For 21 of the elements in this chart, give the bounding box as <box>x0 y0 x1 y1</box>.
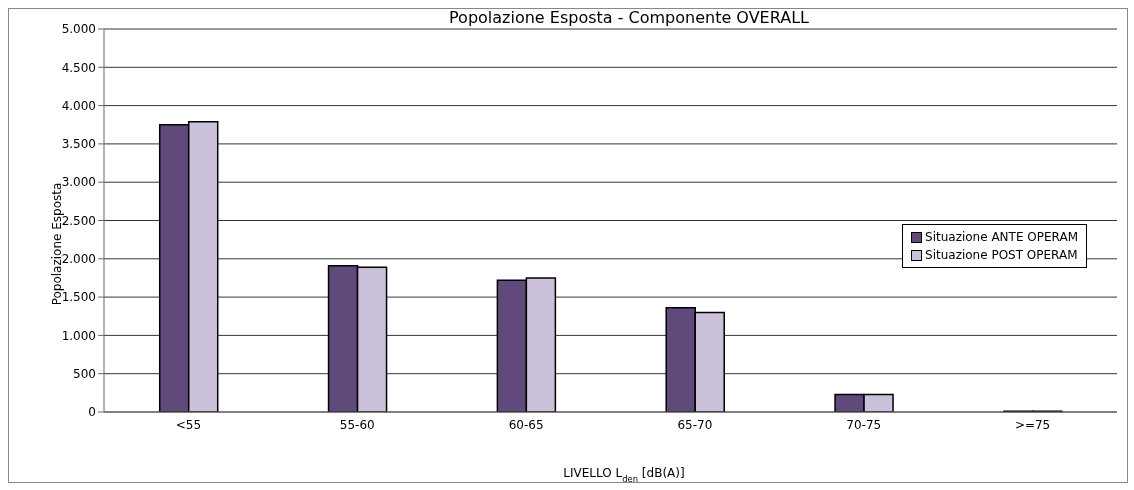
legend-label: Situazione POST OPERAM <box>925 247 1078 264</box>
x-tick-label: >=75 <box>1014 417 1051 432</box>
y-tick-label: 3.000 <box>61 175 96 190</box>
y-tick-label: 5.000 <box>61 22 96 37</box>
x-tick-label: 70-75 <box>846 417 882 432</box>
y-tick-label: 500 <box>73 366 96 381</box>
y-tick-label: 4.500 <box>61 60 96 75</box>
x-tick-label: 65-70 <box>677 417 713 432</box>
x-tick-label: 60-65 <box>508 417 544 432</box>
x-tick-label: 55-60 <box>339 417 375 432</box>
y-tick-label: 4.000 <box>61 98 96 113</box>
y-tick-label: 1.500 <box>61 290 96 305</box>
y-tick-label: 1.000 <box>61 328 96 343</box>
y-tick-label: 2.000 <box>61 252 96 267</box>
x-tick-label: <55 <box>175 417 202 432</box>
x-axis-title: LIVELLO L$_{den}$ [dB(A)] <box>563 466 685 484</box>
y-axis-title: Popolazione Esposta <box>50 182 64 306</box>
y-tick-label: 0 <box>88 405 96 420</box>
legend-label: Situazione ANTE OPERAM <box>925 229 1078 246</box>
chart-title: Popolazione Esposta - Componente OVERALL <box>449 8 810 27</box>
y-tick-label: 3.500 <box>61 137 96 152</box>
